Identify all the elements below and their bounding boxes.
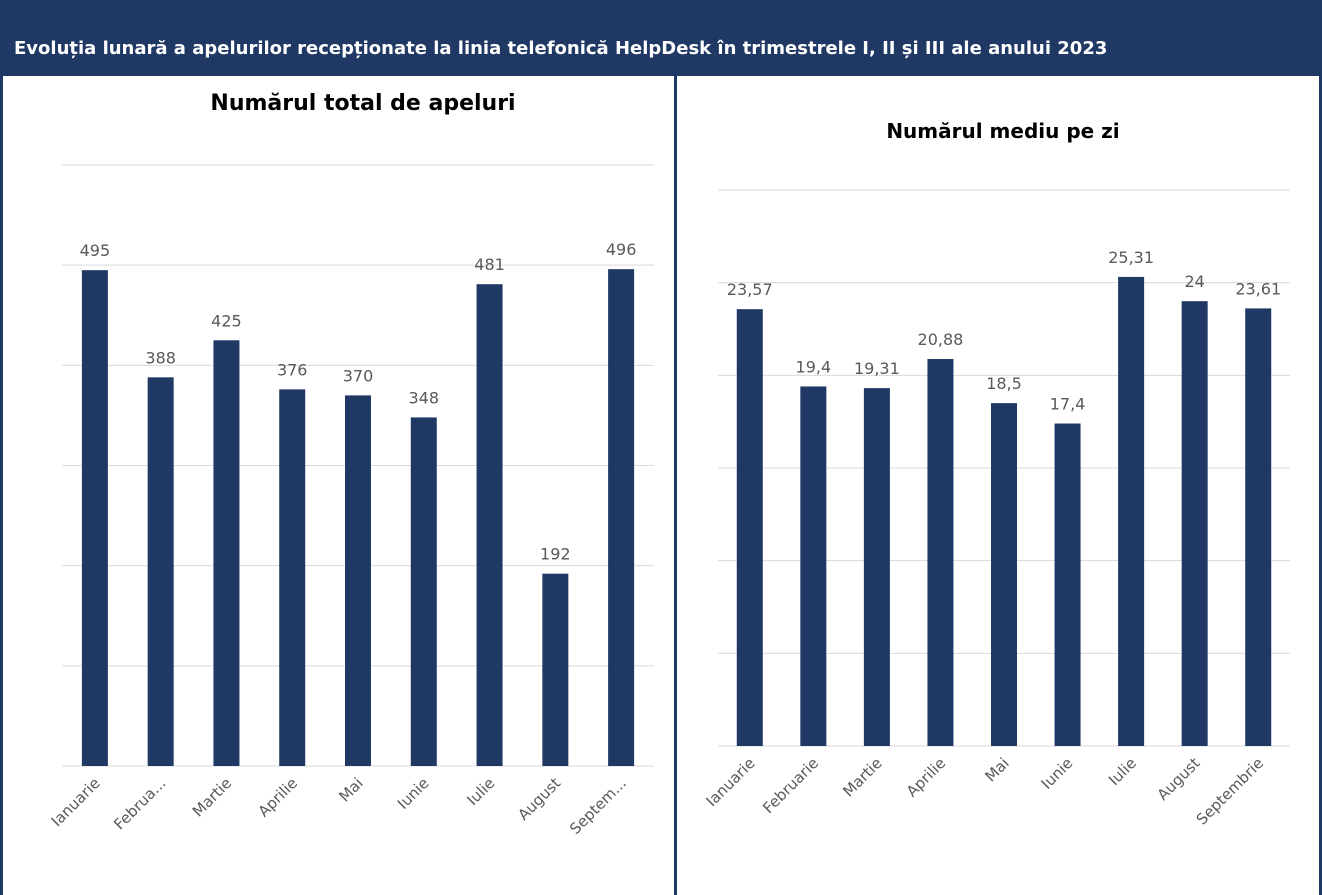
data-label: 425 [211,311,242,330]
charts-canvas: Numărul total de apeluri 495 Ianuarie 388 F… [48,91,1290,838]
page-title: Evoluția lunară a apelurilor recepționat… [14,38,1108,59]
x-tick-label: Iunie [394,774,433,813]
data-label: 25,31 [1108,248,1154,267]
bar [213,340,240,766]
bar [608,269,635,766]
x-tick-label: Septem... [566,774,630,838]
x-tick-label: August [1154,754,1204,804]
bar [1181,301,1208,746]
data-label: 19,4 [796,357,832,376]
data-label: 20,88 [918,330,964,349]
x-tick-label: Ianuarie [702,754,758,810]
x-tick-label: Martie [839,754,885,800]
data-label: 24 [1184,272,1204,291]
bar [1054,423,1081,746]
bar [81,270,108,766]
header-banner: Evoluția lunară a apelurilor recepționat… [0,0,1322,76]
data-label: 17,4 [1050,395,1086,414]
bar [542,573,569,766]
data-label: 495 [80,241,111,260]
data-label: 481 [474,255,505,274]
bar [1245,308,1272,746]
x-tick-label: Septembrie [1193,754,1267,828]
bar [345,395,371,766]
bar [863,388,890,746]
x-tick-label: Februarie [759,754,822,817]
data-label: 18,5 [986,374,1022,393]
x-tick-label: Mai [335,774,366,805]
data-label: 348 [409,388,440,407]
data-label: 19,31 [854,359,900,378]
x-tick-label: Mai [981,754,1012,785]
x-tick-label: Februa... [110,774,169,833]
bar [736,309,763,746]
frame-left-border [0,76,3,895]
data-label: 370 [343,366,374,385]
data-label: 496 [606,240,637,259]
chart-title: Numărul total de apeluri [210,91,515,116]
panel-divider [674,76,677,895]
x-tick-label: Ianuarie [48,774,104,830]
frame-right-border [1319,76,1322,895]
x-tick-label: Aprilie [903,754,949,800]
chart-daily-average: Numărul mediu pe zi 23,57 Ianuarie 19,4 Feb… [702,119,1290,828]
bar [279,389,306,766]
bar [991,403,1017,746]
x-tick-label: August [514,774,564,824]
x-tick-label: Iulie [463,774,498,809]
data-label: 192 [540,545,571,564]
x-tick-label: Martie [189,774,235,820]
chart-title: Numărul mediu pe zi [886,119,1119,143]
bar [410,417,437,766]
bar [800,386,827,746]
x-tick-label: Iulie [1105,754,1140,789]
data-label: 23,57 [727,280,773,299]
bar [147,377,174,766]
bar [476,284,503,766]
bar [927,359,954,746]
x-tick-label: Iunie [1038,754,1077,793]
bar [1118,276,1145,746]
chart-total-calls: Numărul total de apeluri 495 Ianuarie 388 F… [48,91,654,838]
data-label: 376 [277,360,308,379]
x-tick-label: Aprilie [255,774,301,820]
data-label: 23,61 [1235,279,1281,298]
data-label: 388 [145,348,176,367]
